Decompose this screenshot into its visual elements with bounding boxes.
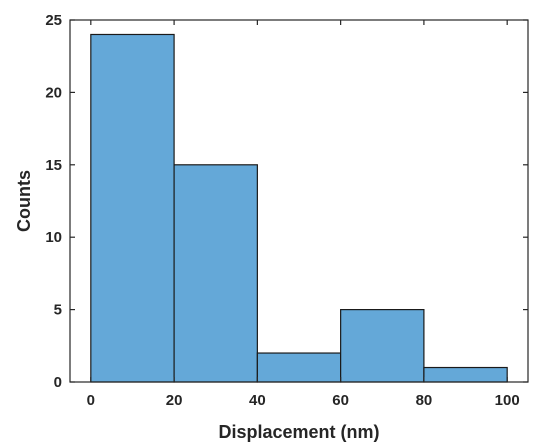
histogram-bar bbox=[423, 366, 508, 383]
histogram-bar bbox=[256, 352, 342, 383]
x-axis-ticks: 0 20 40 60 80 100 bbox=[87, 20, 520, 409]
plot-frame bbox=[69, 19, 529, 383]
y-tick-label: 10 bbox=[45, 229, 62, 246]
x-tick-label: 20 bbox=[166, 392, 183, 409]
histogram-bar bbox=[173, 164, 258, 383]
x-tick-label: 80 bbox=[416, 392, 433, 409]
x-axis-label: Displacement (nm) bbox=[218, 422, 379, 442]
y-tick-label: 25 bbox=[45, 12, 62, 29]
histogram-bar bbox=[340, 309, 425, 383]
y-tick-label: 20 bbox=[45, 84, 62, 101]
y-tick-label: 15 bbox=[45, 157, 62, 174]
y-tick-label: 5 bbox=[54, 302, 62, 319]
y-axis-ticks: 0 5 10 15 20 25 bbox=[45, 12, 528, 391]
bars-group bbox=[90, 33, 508, 383]
x-tick-label: 40 bbox=[249, 392, 266, 409]
x-tick-label: 60 bbox=[332, 392, 349, 409]
x-tick-label: 100 bbox=[495, 392, 520, 409]
histogram-bar bbox=[90, 33, 175, 383]
y-axis-label: Counts bbox=[14, 170, 34, 232]
x-tick-label: 0 bbox=[87, 392, 95, 409]
y-tick-label: 0 bbox=[54, 374, 62, 391]
